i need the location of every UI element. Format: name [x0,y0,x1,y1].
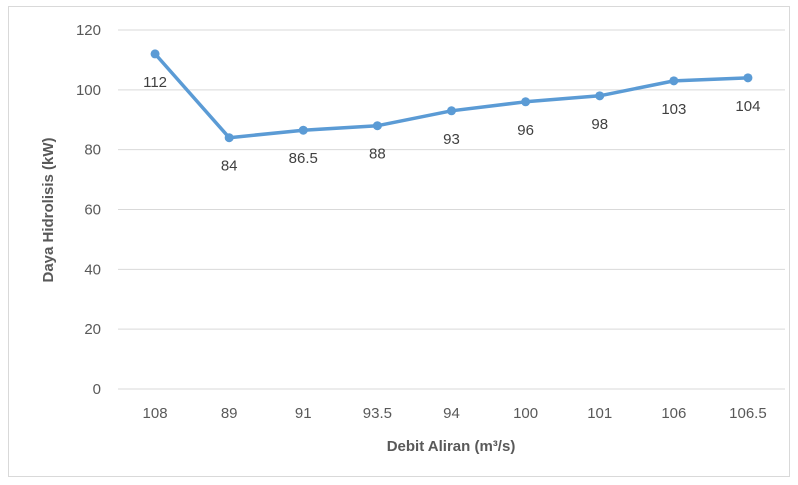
data-label: 112 [143,74,167,91]
data-point [743,73,753,83]
data-labels: 112 84 86.5 88 93 96 98 103 104 [143,74,760,175]
y-tick-label: 100 [76,82,101,99]
y-axis-ticks: 0 20 40 60 80 100 120 [76,22,101,398]
data-label: 93 [443,131,460,148]
data-label: 96 [517,122,534,139]
data-point [150,49,160,59]
x-tick-label: 91 [295,405,312,422]
data-point [595,91,605,101]
x-tick-label: 94 [443,405,460,422]
gridlines [118,29,785,390]
data-point [669,76,679,86]
x-tick-label: 106.5 [729,405,767,422]
data-point [447,106,456,116]
data-label: 88 [369,146,386,163]
data-point [521,97,531,107]
data-label: 98 [591,116,608,133]
x-tick-label: 101 [587,405,612,422]
x-tick-label: 89 [221,405,238,422]
y-tick-label: 0 [93,381,101,398]
data-label: 84 [221,158,238,175]
y-tick-label: 80 [84,142,101,159]
y-axis-title: Daya Hidrolisis (kW) [40,137,57,282]
x-tick-label: 100 [513,405,538,422]
y-tick-label: 120 [76,22,101,39]
series-polyline [153,52,750,140]
data-label: 103 [661,101,686,118]
x-tick-label: 108 [143,405,168,422]
data-point [298,125,308,135]
x-tick-label: 106 [661,405,686,422]
x-axis-title: Debit Aliran (m³/s) [387,438,516,455]
y-tick-label: 20 [84,321,101,338]
data-label: 104 [735,98,760,115]
series-line [150,49,753,143]
y-tick-label: 40 [84,261,101,278]
y-tick-label: 60 [84,202,101,219]
x-tick-label: 93.5 [363,405,392,422]
data-point [372,121,382,131]
x-axis-ticks: 108 89 91 93.5 94 100 101 106 106.5 [143,405,767,422]
data-point [224,133,234,143]
data-label: 86.5 [289,150,318,167]
